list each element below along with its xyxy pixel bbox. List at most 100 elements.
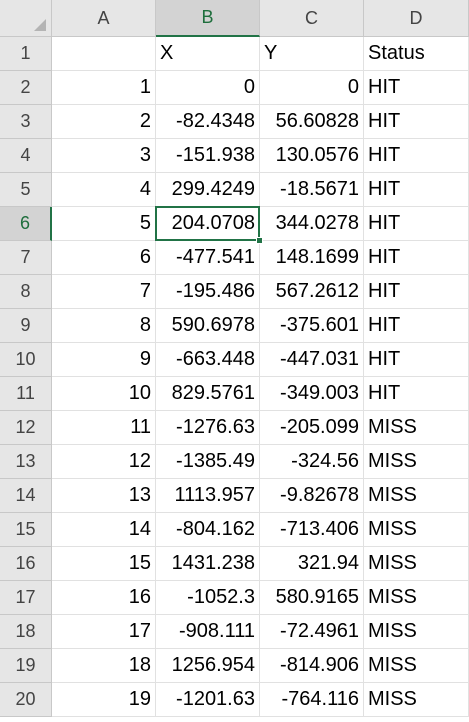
cell-d19[interactable]: MISS [364, 649, 469, 683]
cell-b5[interactable]: 299.4249 [156, 173, 260, 207]
row-header-18[interactable]: 18 [0, 615, 52, 649]
cell-a3[interactable]: 2 [52, 105, 156, 139]
cell-a5[interactable]: 4 [52, 173, 156, 207]
cell-c18[interactable]: -72.4961 [260, 615, 364, 649]
cell-d10[interactable]: HIT [364, 343, 469, 377]
cell-a12[interactable]: 11 [52, 411, 156, 445]
column-header-d[interactable]: D [364, 0, 469, 37]
fill-handle[interactable] [256, 237, 263, 244]
cell-b12[interactable]: -1276.63 [156, 411, 260, 445]
row-header-2[interactable]: 2 [0, 71, 52, 105]
cell-a10[interactable]: 9 [52, 343, 156, 377]
cell-d13[interactable]: MISS [364, 445, 469, 479]
cell-a7[interactable]: 6 [52, 241, 156, 275]
row-header-11[interactable]: 11 [0, 377, 52, 411]
cell-d8[interactable]: HIT [364, 275, 469, 309]
cell-c8[interactable]: 567.2612 [260, 275, 364, 309]
cell-c7[interactable]: 148.1699 [260, 241, 364, 275]
cell-c14[interactable]: -9.82678 [260, 479, 364, 513]
cell-d14[interactable]: MISS [364, 479, 469, 513]
column-header-b[interactable]: B [156, 0, 260, 37]
row-header-16[interactable]: 16 [0, 547, 52, 581]
cell-b15[interactable]: -804.162 [156, 513, 260, 547]
cell-c4[interactable]: 130.0576 [260, 139, 364, 173]
cell-a17[interactable]: 16 [52, 581, 156, 615]
cell-b1[interactable]: X [156, 37, 260, 71]
cell-c13[interactable]: -324.56 [260, 445, 364, 479]
cell-c2[interactable]: 0 [260, 71, 364, 105]
row-header-6[interactable]: 6 [0, 207, 52, 241]
cell-a20[interactable]: 19 [52, 683, 156, 717]
cell-a1[interactable] [52, 37, 156, 71]
cell-c1[interactable]: Y [260, 37, 364, 71]
cell-a6[interactable]: 5 [52, 207, 156, 241]
row-header-1[interactable]: 1 [0, 37, 52, 71]
cell-b20[interactable]: -1201.63 [156, 683, 260, 717]
cell-b10[interactable]: -663.448 [156, 343, 260, 377]
cell-b16[interactable]: 1431.238 [156, 547, 260, 581]
cell-b4[interactable]: -151.938 [156, 139, 260, 173]
cell-c20[interactable]: -764.116 [260, 683, 364, 717]
cell-d17[interactable]: MISS [364, 581, 469, 615]
cell-b6[interactable]: 204.0708 [156, 207, 260, 241]
cell-a4[interactable]: 3 [52, 139, 156, 173]
cell-d2[interactable]: HIT [364, 71, 469, 105]
cell-c19[interactable]: -814.906 [260, 649, 364, 683]
cell-c3[interactable]: 56.60828 [260, 105, 364, 139]
row-header-5[interactable]: 5 [0, 173, 52, 207]
cell-c9[interactable]: -375.601 [260, 309, 364, 343]
cell-d9[interactable]: HIT [364, 309, 469, 343]
cell-d3[interactable]: HIT [364, 105, 469, 139]
row-header-14[interactable]: 14 [0, 479, 52, 513]
cell-a2[interactable]: 1 [52, 71, 156, 105]
cell-c15[interactable]: -713.406 [260, 513, 364, 547]
cell-a11[interactable]: 10 [52, 377, 156, 411]
select-all-button[interactable] [0, 0, 52, 37]
cell-b8[interactable]: -195.486 [156, 275, 260, 309]
row-header-8[interactable]: 8 [0, 275, 52, 309]
cell-c12[interactable]: -205.099 [260, 411, 364, 445]
cell-d7[interactable]: HIT [364, 241, 469, 275]
row-header-3[interactable]: 3 [0, 105, 52, 139]
cell-a9[interactable]: 8 [52, 309, 156, 343]
cell-d11[interactable]: HIT [364, 377, 469, 411]
cell-d1[interactable]: Status [364, 37, 469, 71]
cell-b14[interactable]: 1113.957 [156, 479, 260, 513]
cell-c5[interactable]: -18.5671 [260, 173, 364, 207]
row-header-9[interactable]: 9 [0, 309, 52, 343]
row-header-10[interactable]: 10 [0, 343, 52, 377]
cell-b9[interactable]: 590.6978 [156, 309, 260, 343]
row-header-4[interactable]: 4 [0, 139, 52, 173]
cell-c16[interactable]: 321.94 [260, 547, 364, 581]
cell-b19[interactable]: 1256.954 [156, 649, 260, 683]
cell-b13[interactable]: -1385.49 [156, 445, 260, 479]
cell-d16[interactable]: MISS [364, 547, 469, 581]
cell-c11[interactable]: -349.003 [260, 377, 364, 411]
cell-c6[interactable]: 344.0278 [260, 207, 364, 241]
cell-d6[interactable]: HIT [364, 207, 469, 241]
row-header-7[interactable]: 7 [0, 241, 52, 275]
row-header-19[interactable]: 19 [0, 649, 52, 683]
cell-d15[interactable]: MISS [364, 513, 469, 547]
column-header-c[interactable]: C [260, 0, 364, 37]
cell-d5[interactable]: HIT [364, 173, 469, 207]
row-header-13[interactable]: 13 [0, 445, 52, 479]
cell-a15[interactable]: 14 [52, 513, 156, 547]
cell-b7[interactable]: -477.541 [156, 241, 260, 275]
cell-b3[interactable]: -82.4348 [156, 105, 260, 139]
row-header-20[interactable]: 20 [0, 683, 52, 717]
cell-b17[interactable]: -1052.3 [156, 581, 260, 615]
cell-a16[interactable]: 15 [52, 547, 156, 581]
column-header-a[interactable]: A [52, 0, 156, 37]
cell-d12[interactable]: MISS [364, 411, 469, 445]
cell-b2[interactable]: 0 [156, 71, 260, 105]
row-header-12[interactable]: 12 [0, 411, 52, 445]
cell-a13[interactable]: 12 [52, 445, 156, 479]
cell-a18[interactable]: 17 [52, 615, 156, 649]
row-header-15[interactable]: 15 [0, 513, 52, 547]
cell-b11[interactable]: 829.5761 [156, 377, 260, 411]
cell-b18[interactable]: -908.111 [156, 615, 260, 649]
cell-d18[interactable]: MISS [364, 615, 469, 649]
cell-d4[interactable]: HIT [364, 139, 469, 173]
